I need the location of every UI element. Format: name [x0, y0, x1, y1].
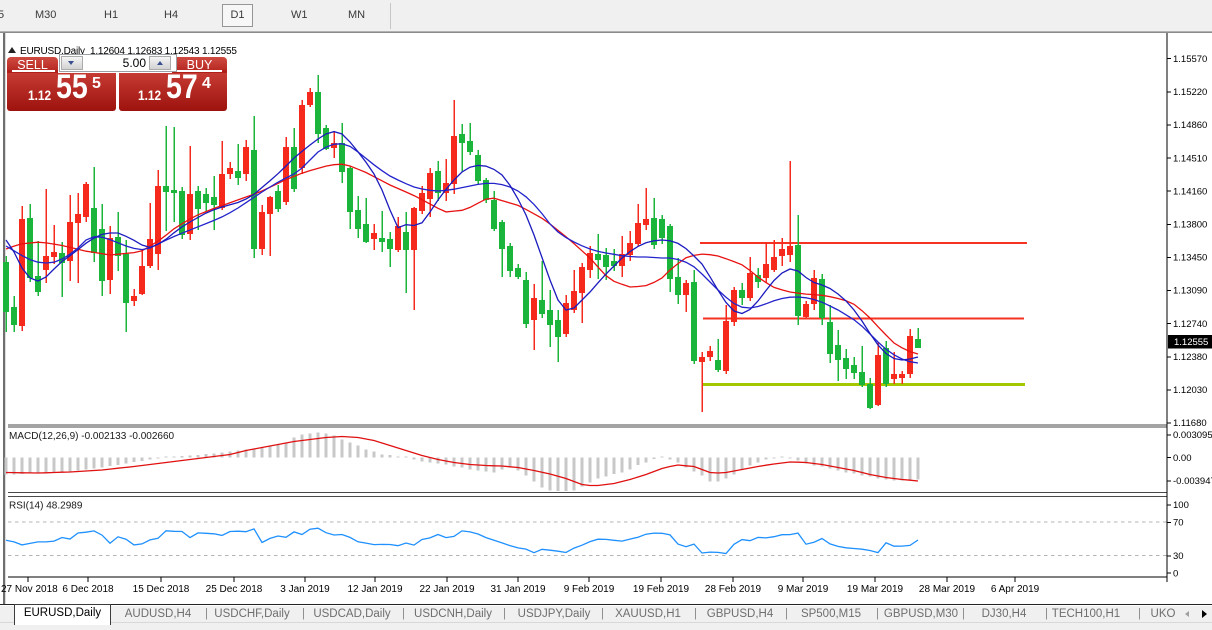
svg-text:28 Feb 2019: 28 Feb 2019 [705, 584, 762, 595]
svg-text:0.003095: 0.003095 [1173, 430, 1212, 441]
svg-text:15 Dec 2018: 15 Dec 2018 [133, 584, 190, 595]
svg-text:22 Jan 2019: 22 Jan 2019 [419, 584, 474, 595]
svg-text:1.15570: 1.15570 [1173, 54, 1207, 65]
svg-text:19 Feb 2019: 19 Feb 2019 [633, 584, 690, 595]
svg-text:9 Feb 2019: 9 Feb 2019 [564, 584, 615, 595]
svg-text:1.12030: 1.12030 [1173, 385, 1207, 396]
svg-text:RSI(14) 48.2989: RSI(14) 48.2989 [9, 501, 83, 512]
svg-text:MACD(12,26,9) -0.002133 -0.002: MACD(12,26,9) -0.002133 -0.002660 [9, 431, 175, 442]
svg-text:1.12740: 1.12740 [1173, 319, 1207, 330]
svg-text:1.12380: 1.12380 [1173, 352, 1207, 363]
svg-text:28 Mar 2019: 28 Mar 2019 [919, 584, 976, 595]
svg-text:27 Nov 2018: 27 Nov 2018 [1, 584, 58, 595]
svg-text:1.13800: 1.13800 [1173, 220, 1207, 231]
svg-text:-0.003947: -0.003947 [1173, 476, 1212, 487]
svg-text:1.13090: 1.13090 [1173, 286, 1207, 297]
svg-text:9 Mar 2019: 9 Mar 2019 [778, 584, 829, 595]
svg-text:25 Dec 2018: 25 Dec 2018 [206, 584, 263, 595]
svg-text:19 Mar 2019: 19 Mar 2019 [847, 584, 904, 595]
svg-text:0: 0 [1173, 568, 1178, 579]
svg-text:0.00: 0.00 [1173, 453, 1192, 464]
svg-text:70: 70 [1173, 518, 1184, 529]
svg-text:3 Jan 2019: 3 Jan 2019 [280, 584, 330, 595]
svg-text:1.12555: 1.12555 [1174, 337, 1208, 348]
svg-text:1.14510: 1.14510 [1173, 153, 1207, 164]
svg-text:1.15220: 1.15220 [1173, 87, 1207, 98]
svg-text:1.14160: 1.14160 [1173, 186, 1207, 197]
svg-text:1.14860: 1.14860 [1173, 120, 1207, 131]
svg-text:30: 30 [1173, 551, 1184, 562]
svg-text:12 Jan 2019: 12 Jan 2019 [347, 584, 402, 595]
svg-text:1.11680: 1.11680 [1173, 418, 1207, 429]
svg-text:1.13450: 1.13450 [1173, 253, 1207, 264]
svg-text:31 Jan 2019: 31 Jan 2019 [490, 584, 545, 595]
svg-text:100: 100 [1173, 500, 1189, 511]
svg-text:6 Dec 2018: 6 Dec 2018 [62, 584, 114, 595]
svg-text:6 Apr 2019: 6 Apr 2019 [991, 584, 1040, 595]
